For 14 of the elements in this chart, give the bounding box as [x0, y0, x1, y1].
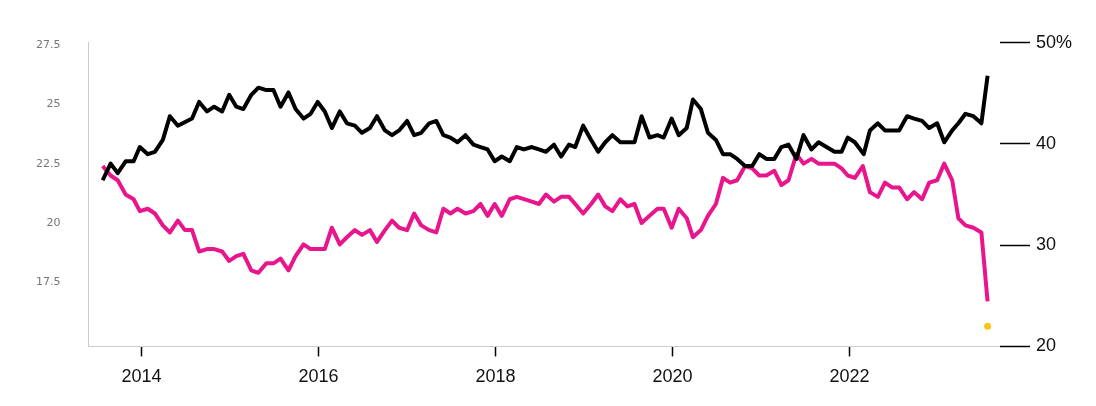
x-tick-label: 2014: [121, 366, 162, 387]
y2-tick-label: 50%: [1035, 31, 1072, 52]
x-tick-label: 2016: [298, 366, 339, 387]
x-tick-label: 2022: [829, 366, 870, 387]
y2-tick-label: 30: [1035, 234, 1056, 255]
x-tick-label: 2020: [652, 366, 693, 387]
y-tick-label: 17.5: [35, 275, 61, 289]
y-tick-label: 25: [46, 97, 61, 111]
y2-tick-label: 20: [1035, 335, 1056, 356]
y-tick-label: 27.5: [35, 37, 61, 51]
y-tick-label: 20: [46, 215, 61, 229]
x-tick-label: 2018: [475, 366, 516, 387]
y-tick-label: 22.5: [35, 156, 61, 170]
y2-tick-label: 40: [1035, 132, 1056, 153]
